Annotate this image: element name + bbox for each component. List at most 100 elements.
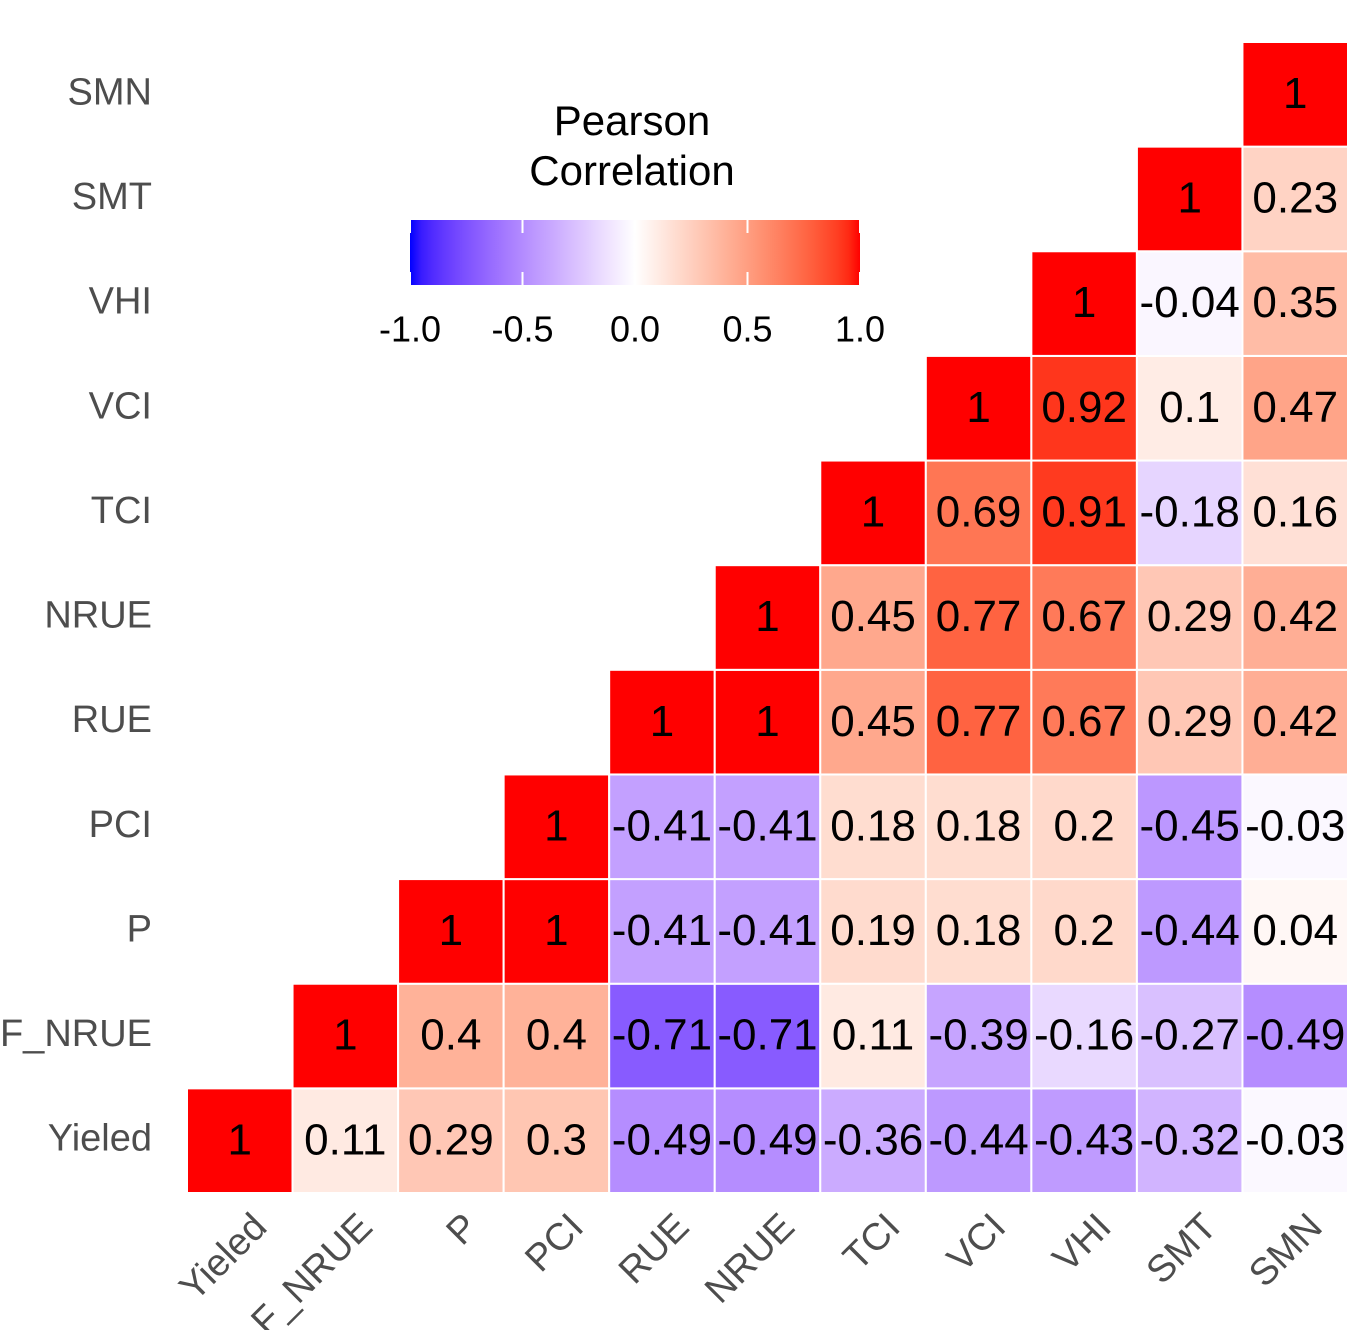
colorbar-tick-label: -0.5 (491, 309, 553, 350)
cell-label: 1 (1177, 174, 1201, 223)
cell (819, 668, 927, 776)
cell-label: -0.16 (1034, 1011, 1134, 1060)
cell (924, 982, 1033, 1090)
cell (1135, 1087, 1244, 1195)
cell (1030, 1087, 1138, 1195)
cell-label: -0.71 (612, 1011, 712, 1060)
cell (291, 982, 400, 1090)
y-tick-label: VCI (89, 385, 152, 427)
cell (1241, 354, 1350, 462)
cell (1135, 982, 1244, 1090)
cell-label: 0.11 (832, 1011, 914, 1060)
cell-label: 0.23 (1252, 174, 1338, 223)
cell-label: -0.36 (823, 1115, 923, 1164)
cell-label: 1 (1283, 69, 1307, 118)
x-tick-label: RUE (611, 1206, 697, 1292)
colorbar-tick-label: 0.0 (610, 309, 660, 350)
cell-label: 1 (333, 1011, 357, 1060)
cell-label: 0.91 (1041, 487, 1127, 536)
cell-label: 0.42 (1252, 697, 1338, 746)
cell-label: -0.04 (1140, 278, 1240, 327)
cell-label: -0.49 (1245, 1011, 1345, 1060)
cell-label: 0.29 (1147, 592, 1233, 641)
cell-label: -0.44 (1140, 906, 1240, 955)
cell-label: -0.49 (717, 1115, 817, 1164)
cell-label: -0.71 (717, 1011, 817, 1060)
cell-label: 0.1 (1159, 383, 1220, 432)
cell (713, 878, 822, 985)
cell (1030, 250, 1138, 357)
cell (1241, 773, 1350, 881)
legend-title: Correlation (529, 147, 734, 194)
y-tick-label: SMN (68, 71, 152, 113)
cell-label: 0.2 (1054, 801, 1115, 850)
cell-label: 1 (755, 697, 779, 746)
cell (924, 668, 1033, 776)
legend-title: Pearson (554, 97, 710, 144)
cell-label: -0.41 (612, 801, 712, 850)
cell (924, 459, 1033, 567)
cell (1135, 145, 1244, 253)
cell (819, 773, 927, 881)
cell (1241, 982, 1350, 1090)
cell-label: -0.18 (1140, 487, 1240, 536)
cell (186, 1087, 294, 1195)
cell-label: 0.18 (936, 801, 1022, 850)
cell-label: 0.04 (1252, 906, 1338, 955)
cell (1030, 459, 1138, 567)
cell (1241, 1087, 1350, 1195)
cell (819, 1087, 927, 1195)
cell (1135, 878, 1244, 985)
cell-label: 0.4 (420, 1011, 481, 1060)
cell-label: 0.77 (936, 592, 1022, 641)
cell-label: 1 (861, 487, 885, 536)
colorbar-tick-label: -1.0 (379, 309, 441, 350)
y-tick-label: F_NRUE (0, 1013, 152, 1055)
cell-label: 1 (228, 1115, 252, 1164)
cell (924, 564, 1033, 671)
cell (502, 773, 611, 881)
cell-label: 0.29 (408, 1115, 494, 1164)
cell (1135, 564, 1244, 671)
cell (713, 564, 822, 671)
cell (502, 878, 611, 985)
cell (1135, 354, 1244, 462)
cell (1030, 773, 1138, 881)
colorbar-tick-label: 1.0 (835, 309, 885, 350)
cell-label: 1 (544, 801, 568, 850)
x-tick-label: VCI (940, 1206, 1015, 1281)
x-tick-label: PCI (517, 1206, 592, 1281)
cell-label: -0.03 (1245, 801, 1345, 850)
cell (1241, 145, 1350, 253)
y-tick-label: NRUE (44, 595, 152, 637)
cell (1030, 878, 1138, 985)
cell (1135, 459, 1244, 567)
cell-label: 0.67 (1041, 592, 1127, 641)
cell (397, 982, 505, 1090)
cell (924, 354, 1033, 462)
cell-label: 1 (544, 906, 568, 955)
cell-label: 0.35 (1252, 278, 1338, 327)
cell-label: -0.41 (612, 906, 712, 955)
cell-label: 0.18 (936, 906, 1022, 955)
x-tick-label: SMN (1241, 1206, 1330, 1295)
cell-label: 0.16 (1252, 487, 1338, 536)
cell-label: 1 (650, 697, 674, 746)
cell-label: -0.39 (928, 1011, 1028, 1060)
cell-label: -0.45 (1140, 801, 1240, 850)
y-tick-label: PCI (89, 804, 152, 846)
cell-label: 0.69 (936, 487, 1022, 536)
cell-label: 0.67 (1041, 697, 1127, 746)
cell (291, 1087, 400, 1195)
cell (713, 1087, 822, 1195)
cell (1030, 564, 1138, 671)
cell (924, 773, 1033, 881)
cell (924, 1087, 1033, 1195)
cell-label: 0.47 (1252, 383, 1338, 432)
cell-label: 0.77 (936, 697, 1022, 746)
cell (397, 878, 505, 985)
cell-label: -0.32 (1140, 1115, 1240, 1164)
cell (713, 982, 822, 1090)
cell-label: -0.03 (1245, 1115, 1345, 1164)
